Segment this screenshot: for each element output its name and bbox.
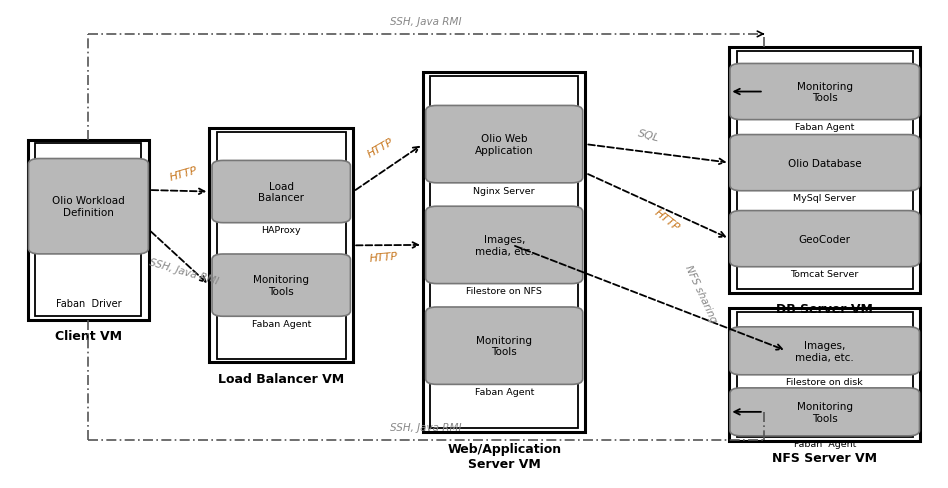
Text: Load Balancer VM: Load Balancer VM bbox=[218, 372, 344, 386]
Text: SSH, Java RMI: SSH, Java RMI bbox=[391, 17, 462, 27]
Text: Faban Agent: Faban Agent bbox=[475, 387, 534, 396]
FancyBboxPatch shape bbox=[217, 133, 346, 359]
FancyBboxPatch shape bbox=[212, 254, 351, 317]
Text: HTTP: HTTP bbox=[366, 137, 395, 160]
FancyBboxPatch shape bbox=[730, 135, 920, 191]
Text: SSH, Java RMI: SSH, Java RMI bbox=[148, 257, 219, 286]
FancyBboxPatch shape bbox=[28, 159, 149, 254]
Text: DB Server VM: DB Server VM bbox=[776, 303, 873, 316]
Text: Tomcat Server: Tomcat Server bbox=[791, 270, 859, 279]
Text: Faban Agent: Faban Agent bbox=[251, 319, 311, 328]
Text: SQL: SQL bbox=[636, 128, 660, 144]
Text: GeoCoder: GeoCoder bbox=[799, 234, 850, 244]
FancyBboxPatch shape bbox=[426, 207, 583, 284]
FancyBboxPatch shape bbox=[28, 141, 149, 320]
Text: Olio Web
Application: Olio Web Application bbox=[475, 134, 534, 156]
FancyBboxPatch shape bbox=[212, 161, 351, 223]
FancyBboxPatch shape bbox=[426, 307, 583, 385]
FancyBboxPatch shape bbox=[730, 64, 920, 121]
Text: Nginx Server: Nginx Server bbox=[473, 186, 535, 195]
Text: HTTP: HTTP bbox=[369, 251, 398, 263]
Text: NFS Server VM: NFS Server VM bbox=[773, 451, 877, 464]
FancyBboxPatch shape bbox=[730, 211, 920, 267]
Text: Monitoring
Tools: Monitoring Tools bbox=[253, 275, 309, 296]
Text: Faban  Driver: Faban Driver bbox=[56, 299, 121, 309]
Text: HTTP: HTTP bbox=[652, 207, 681, 233]
Text: NFS sharing: NFS sharing bbox=[683, 264, 719, 324]
Text: Monitoring
Tools: Monitoring Tools bbox=[796, 401, 852, 423]
FancyBboxPatch shape bbox=[737, 52, 913, 289]
Text: Images,
media, etc.: Images, media, etc. bbox=[795, 340, 854, 362]
Text: Images,
media, etc.: Images, media, etc. bbox=[475, 235, 534, 256]
FancyBboxPatch shape bbox=[730, 388, 920, 436]
FancyBboxPatch shape bbox=[730, 309, 920, 441]
Text: MySql Server: MySql Server bbox=[793, 194, 856, 203]
Text: Web/Application
Server VM: Web/Application Server VM bbox=[447, 442, 561, 470]
FancyBboxPatch shape bbox=[730, 48, 920, 293]
Text: Monitoring
Tools: Monitoring Tools bbox=[796, 81, 852, 103]
Text: Faban Agent: Faban Agent bbox=[795, 123, 854, 132]
Text: Filestore on disk: Filestore on disk bbox=[786, 378, 863, 386]
FancyBboxPatch shape bbox=[737, 312, 913, 438]
FancyBboxPatch shape bbox=[210, 129, 354, 363]
Text: Monitoring
Tools: Monitoring Tools bbox=[476, 335, 532, 357]
Text: Filestore on NFS: Filestore on NFS bbox=[466, 287, 542, 296]
Text: Olio Workload
Definition: Olio Workload Definition bbox=[52, 196, 125, 218]
FancyBboxPatch shape bbox=[430, 77, 578, 428]
Text: Client VM: Client VM bbox=[55, 329, 122, 342]
FancyBboxPatch shape bbox=[426, 106, 583, 183]
Text: SSH, Java RMI: SSH, Java RMI bbox=[391, 422, 462, 432]
FancyBboxPatch shape bbox=[730, 327, 920, 375]
Text: Olio Database: Olio Database bbox=[788, 158, 862, 168]
FancyBboxPatch shape bbox=[35, 144, 141, 316]
Text: Load
Balancer: Load Balancer bbox=[258, 182, 304, 203]
Text: HAProxy: HAProxy bbox=[262, 226, 301, 235]
FancyBboxPatch shape bbox=[423, 73, 586, 432]
Text: Faban  Agent: Faban Agent bbox=[793, 439, 856, 447]
Text: HTTP: HTTP bbox=[169, 165, 199, 182]
